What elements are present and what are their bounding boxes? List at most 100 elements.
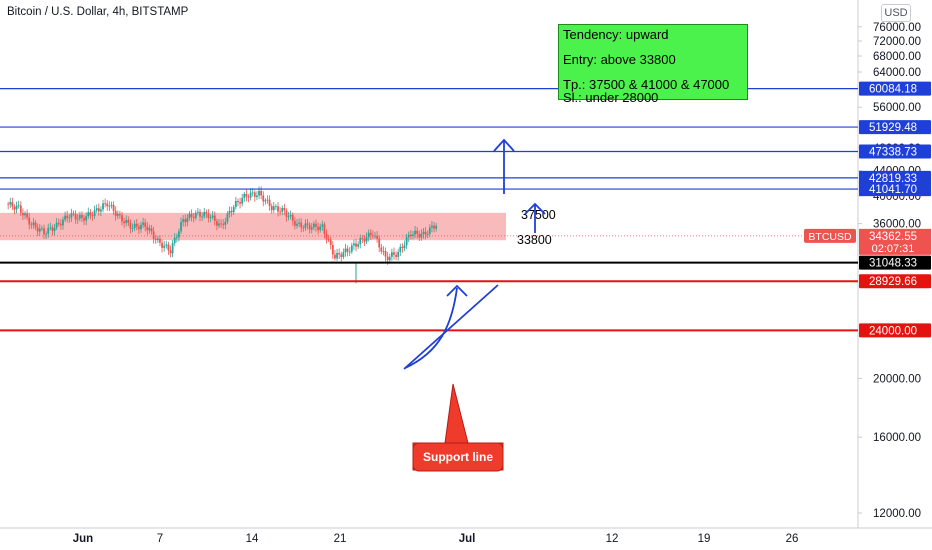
candle-body: [336, 252, 338, 259]
candle-body: [76, 218, 79, 220]
level-tag: [859, 255, 931, 270]
candle-body: [275, 206, 277, 208]
candle-body: [251, 192, 254, 194]
price-tick-label: 76000.00: [873, 22, 921, 34]
level-tag-label: 41041.70: [869, 184, 917, 196]
candle-body: [325, 233, 328, 240]
candle-body: [393, 252, 395, 255]
candle-body: [357, 244, 360, 247]
note-tendency: Tendency: upward: [563, 27, 669, 42]
candle-body: [87, 212, 90, 217]
level-tag: [859, 144, 931, 159]
candle-body: [137, 226, 140, 230]
candle-body: [342, 252, 345, 257]
candle-body: [369, 232, 372, 236]
candle-body: [401, 246, 404, 249]
candle-body: [300, 222, 303, 228]
time-tick-label: 7: [157, 533, 163, 545]
level-tag-label: 24000.00: [869, 325, 917, 337]
level-tag-label: 47338.73: [869, 146, 917, 158]
candle-body: [169, 250, 172, 254]
candle-body: [435, 225, 438, 229]
level-tag: [859, 182, 931, 197]
candle-body: [239, 202, 241, 204]
candle-body: [403, 245, 406, 249]
trade-note: Tendency: upward Entry: above 33800 Tp.:…: [558, 24, 748, 104]
candle-body: [376, 235, 379, 239]
candle-body: [384, 251, 387, 257]
price-tick-label: 72000.00: [873, 36, 921, 48]
candle-body: [165, 244, 168, 246]
candle-body: [228, 210, 231, 214]
candle-body: [378, 238, 381, 248]
candle-body: [127, 219, 130, 223]
candle-body: [211, 215, 214, 218]
candle-body: [150, 228, 153, 232]
note-stop-loss: Sl.: under 28000: [563, 90, 659, 105]
candle-body: [287, 216, 290, 218]
candle-body: [256, 195, 258, 197]
candle-body: [386, 256, 389, 261]
chart-title: Bitcoin / U.S. Dollar, 4h, BITSTAMP: [7, 6, 189, 18]
candle-body: [245, 193, 248, 197]
currency-selector[interactable]: USD: [881, 4, 911, 22]
candle-body: [114, 210, 117, 216]
candle-body: [418, 233, 421, 238]
candle-body: [279, 211, 282, 213]
price-tick-label: 20000.00: [873, 373, 921, 385]
candle-body: [350, 245, 353, 252]
candle-body: [184, 219, 187, 223]
candle-body: [367, 232, 370, 238]
candle-body: [13, 206, 16, 210]
candle-body: [22, 212, 24, 216]
candle-body: [359, 238, 362, 245]
candle-body: [161, 242, 163, 248]
note-entry: Entry: above 33800: [563, 52, 676, 67]
candle-body: [154, 238, 157, 241]
candle-body: [306, 223, 309, 225]
candle-body: [355, 243, 357, 247]
candle-body: [289, 215, 292, 217]
candle-body: [19, 205, 22, 213]
candle-body: [234, 200, 237, 207]
candle-body: [291, 215, 294, 221]
candle-body: [209, 217, 212, 219]
candle-body: [45, 233, 48, 235]
candle-body: [237, 200, 239, 203]
candle-body: [142, 222, 144, 225]
candle-body: [11, 202, 14, 207]
up-arrow-1-head: [493, 138, 515, 152]
candle-body: [253, 192, 256, 197]
curved-arrow: [404, 287, 458, 369]
candle-body: [178, 231, 180, 238]
candle-body: [110, 204, 113, 206]
candle-body: [405, 237, 408, 246]
candle-body: [100, 209, 102, 212]
candle-body: [409, 234, 412, 237]
candle-body: [15, 205, 18, 210]
candle-body: [171, 243, 174, 254]
candle-body: [36, 227, 39, 232]
candle-body: [266, 199, 269, 201]
candle-body: [323, 224, 326, 234]
support-callout-box: [412, 442, 504, 472]
countdown-label: 02:07:31: [872, 243, 915, 255]
candle-body: [108, 205, 111, 207]
price-tick-label: 56000.00: [873, 102, 921, 114]
candle-body: [203, 212, 206, 217]
candle-body: [249, 192, 252, 198]
candle-body: [431, 225, 433, 228]
candle-body: [414, 230, 416, 235]
candle-body: [224, 221, 227, 225]
current-price-label: 34362.55: [869, 231, 917, 243]
candle-body: [241, 198, 244, 204]
candle-body: [182, 219, 185, 222]
symbol-tag-label: BTCUSD: [808, 231, 852, 243]
candle-body: [148, 228, 151, 231]
candle-body: [222, 223, 225, 225]
candle-body: [62, 219, 64, 226]
candle-body: [293, 220, 296, 226]
candle-body: [7, 203, 10, 205]
candle-body: [262, 195, 265, 202]
